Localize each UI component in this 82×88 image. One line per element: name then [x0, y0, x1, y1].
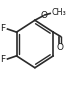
Text: F: F — [0, 55, 5, 64]
Text: O: O — [57, 43, 64, 52]
Text: F: F — [0, 24, 5, 33]
Text: O: O — [40, 11, 47, 20]
Text: CH₃: CH₃ — [51, 8, 66, 17]
